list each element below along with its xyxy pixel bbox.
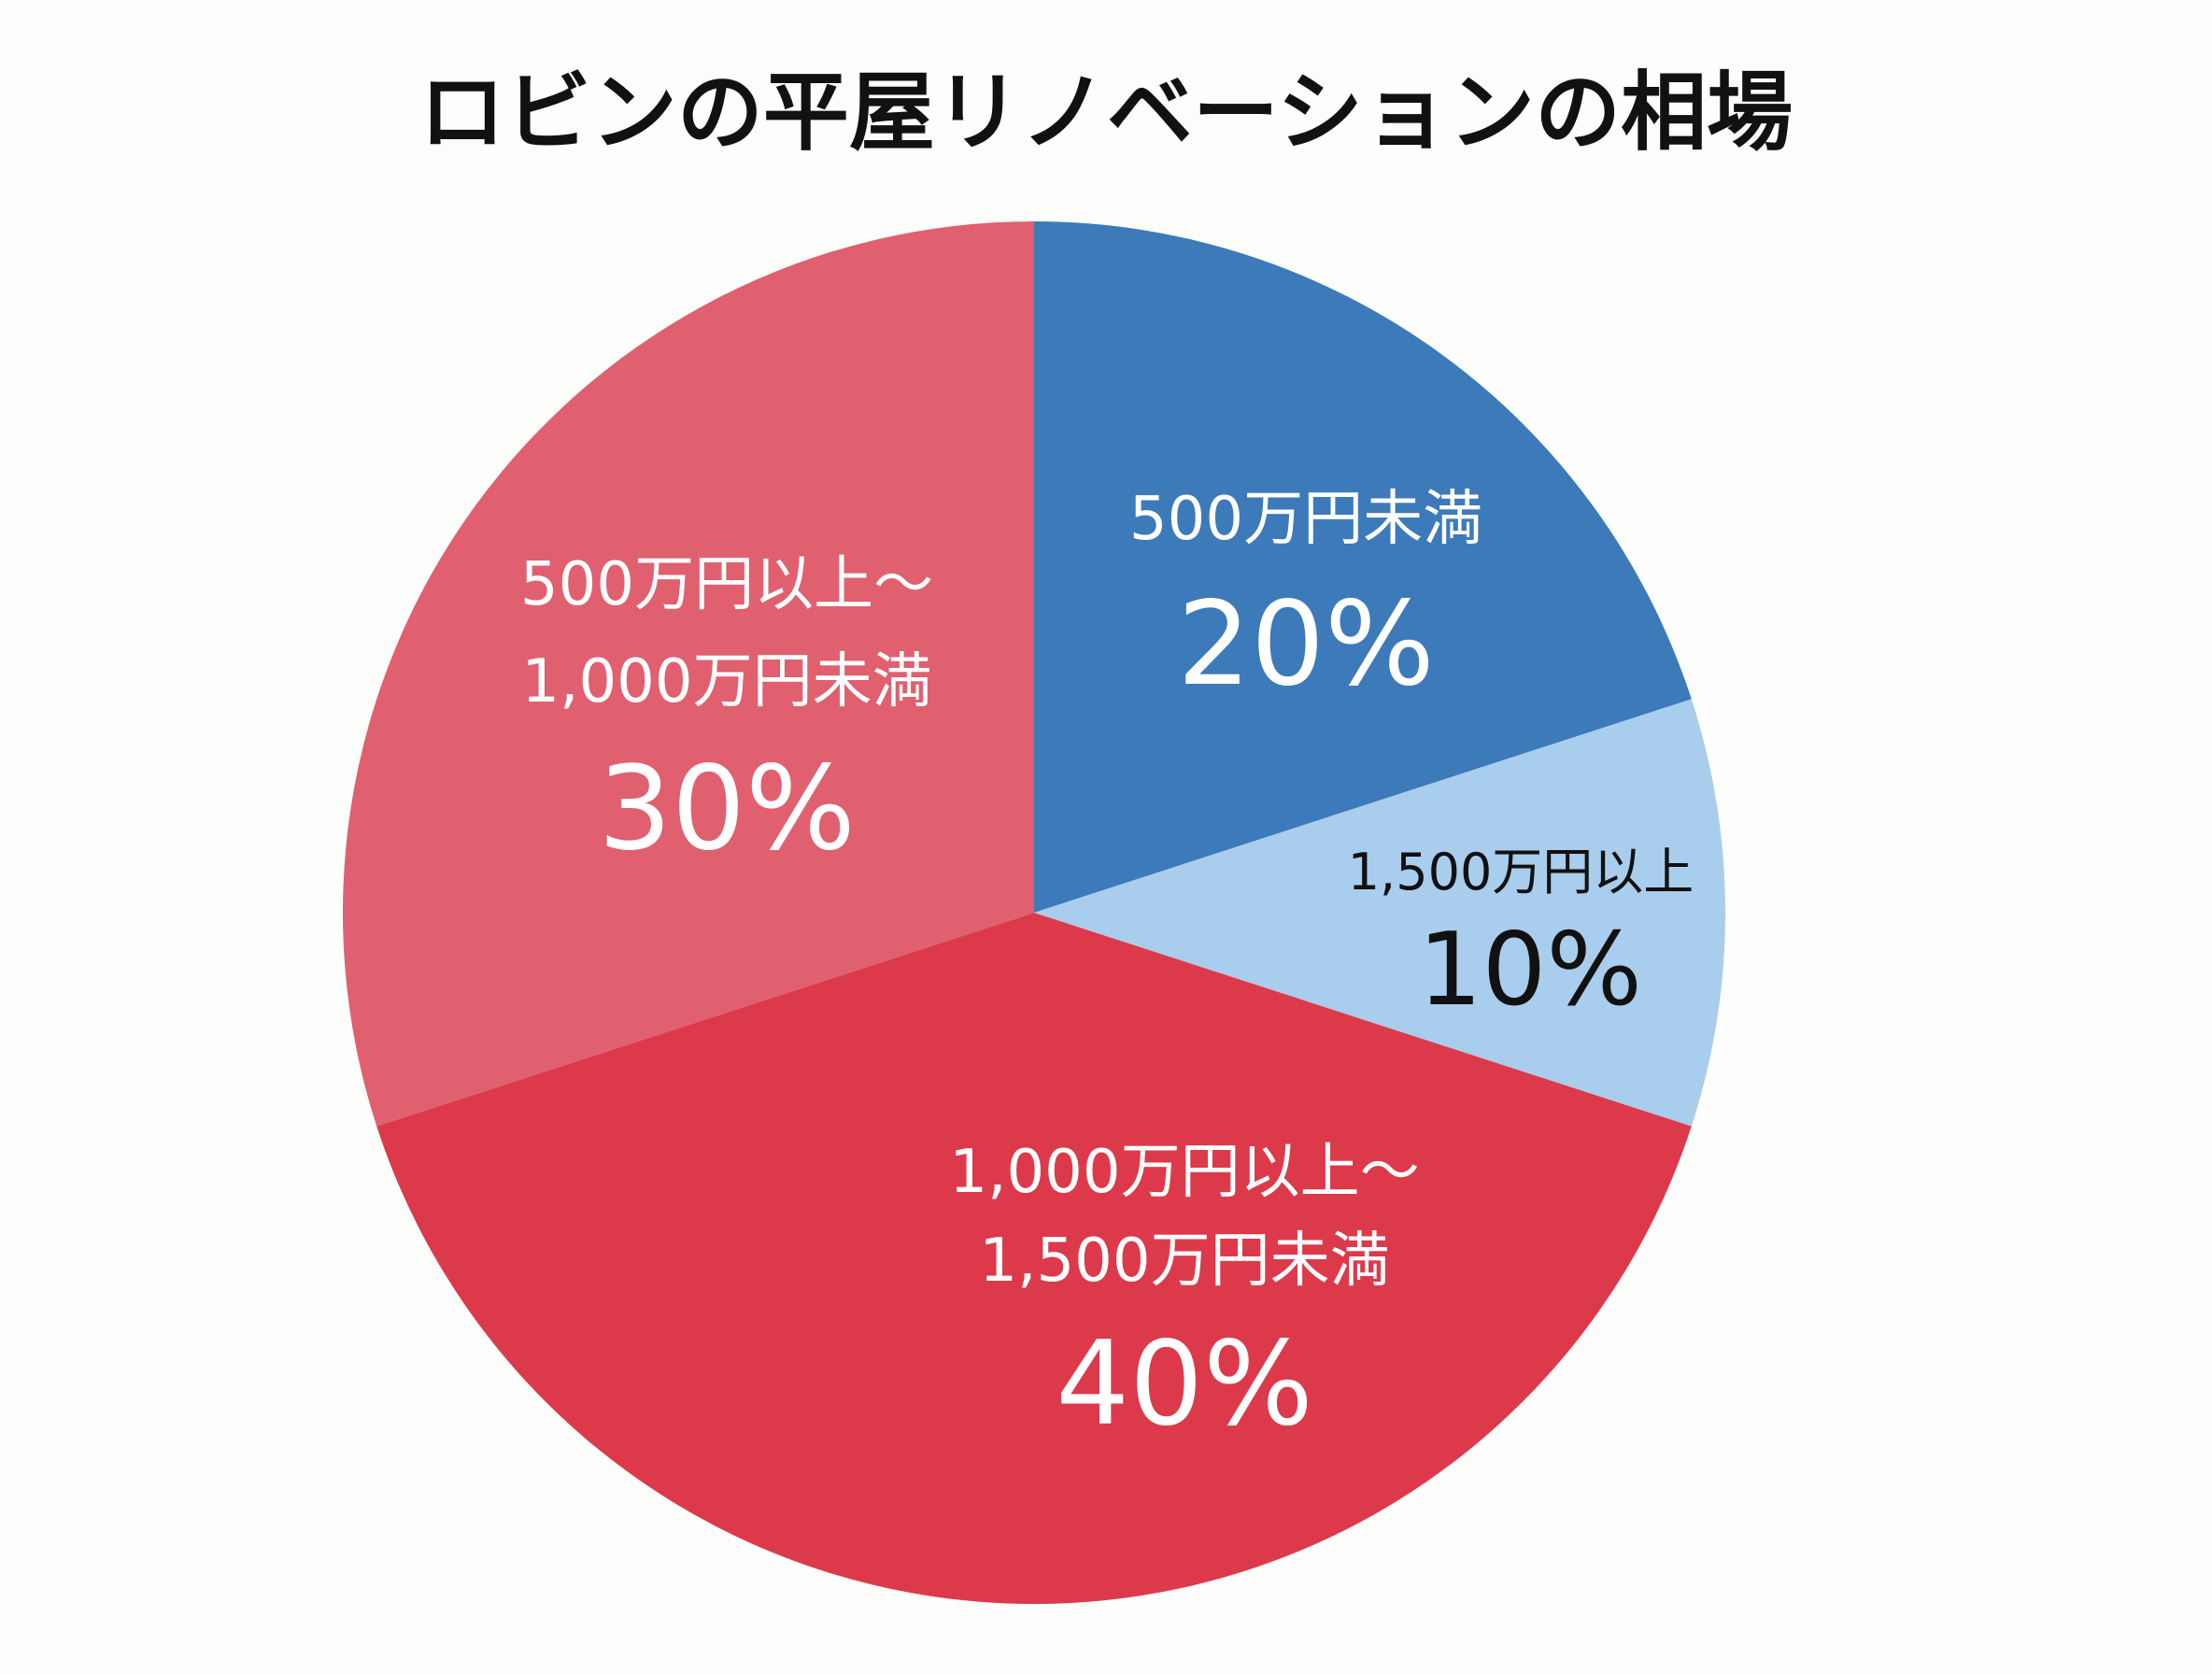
slice-label-3: 500万円以上～ 1,000万円未満 30%: [520, 550, 933, 876]
slice-label-0: 500万円未満 20%: [1129, 485, 1482, 712]
pie-slice-2: [376, 913, 1692, 1605]
slice-label-3-line-0: 500万円以上～: [520, 550, 933, 619]
pie-slices: [342, 221, 1726, 1605]
slice-label-2-line-0: 1,000万円以上～: [949, 1138, 1419, 1207]
slice-value-label-3: 30%: [598, 742, 856, 876]
slice-label-3-line-1: 1,000万円未満: [521, 647, 931, 716]
pie-slice-1: [1034, 699, 1726, 1127]
slice-value-label-0: 20%: [1177, 577, 1435, 712]
slice-value-label-2: 40%: [1056, 1317, 1313, 1452]
slice-label-1-line-0: 1,500万円以上: [1348, 843, 1694, 901]
slice-label-1: 1,500万円以上 10%: [1348, 843, 1694, 1029]
pie-slice-3: [342, 221, 1035, 1127]
slice-value-label-1: 10%: [1418, 912, 1642, 1029]
pie-slice-0: [1034, 221, 1692, 913]
chart-title: ロビンの平屋リノベーションの相場: [419, 63, 1793, 163]
slice-label-0-line-0: 500万円未満: [1129, 485, 1482, 554]
slice-label-2-line-1: 1,500万円未満: [979, 1227, 1389, 1296]
slice-label-2: 1,000万円以上～ 1,500万円未満 40%: [949, 1138, 1419, 1452]
